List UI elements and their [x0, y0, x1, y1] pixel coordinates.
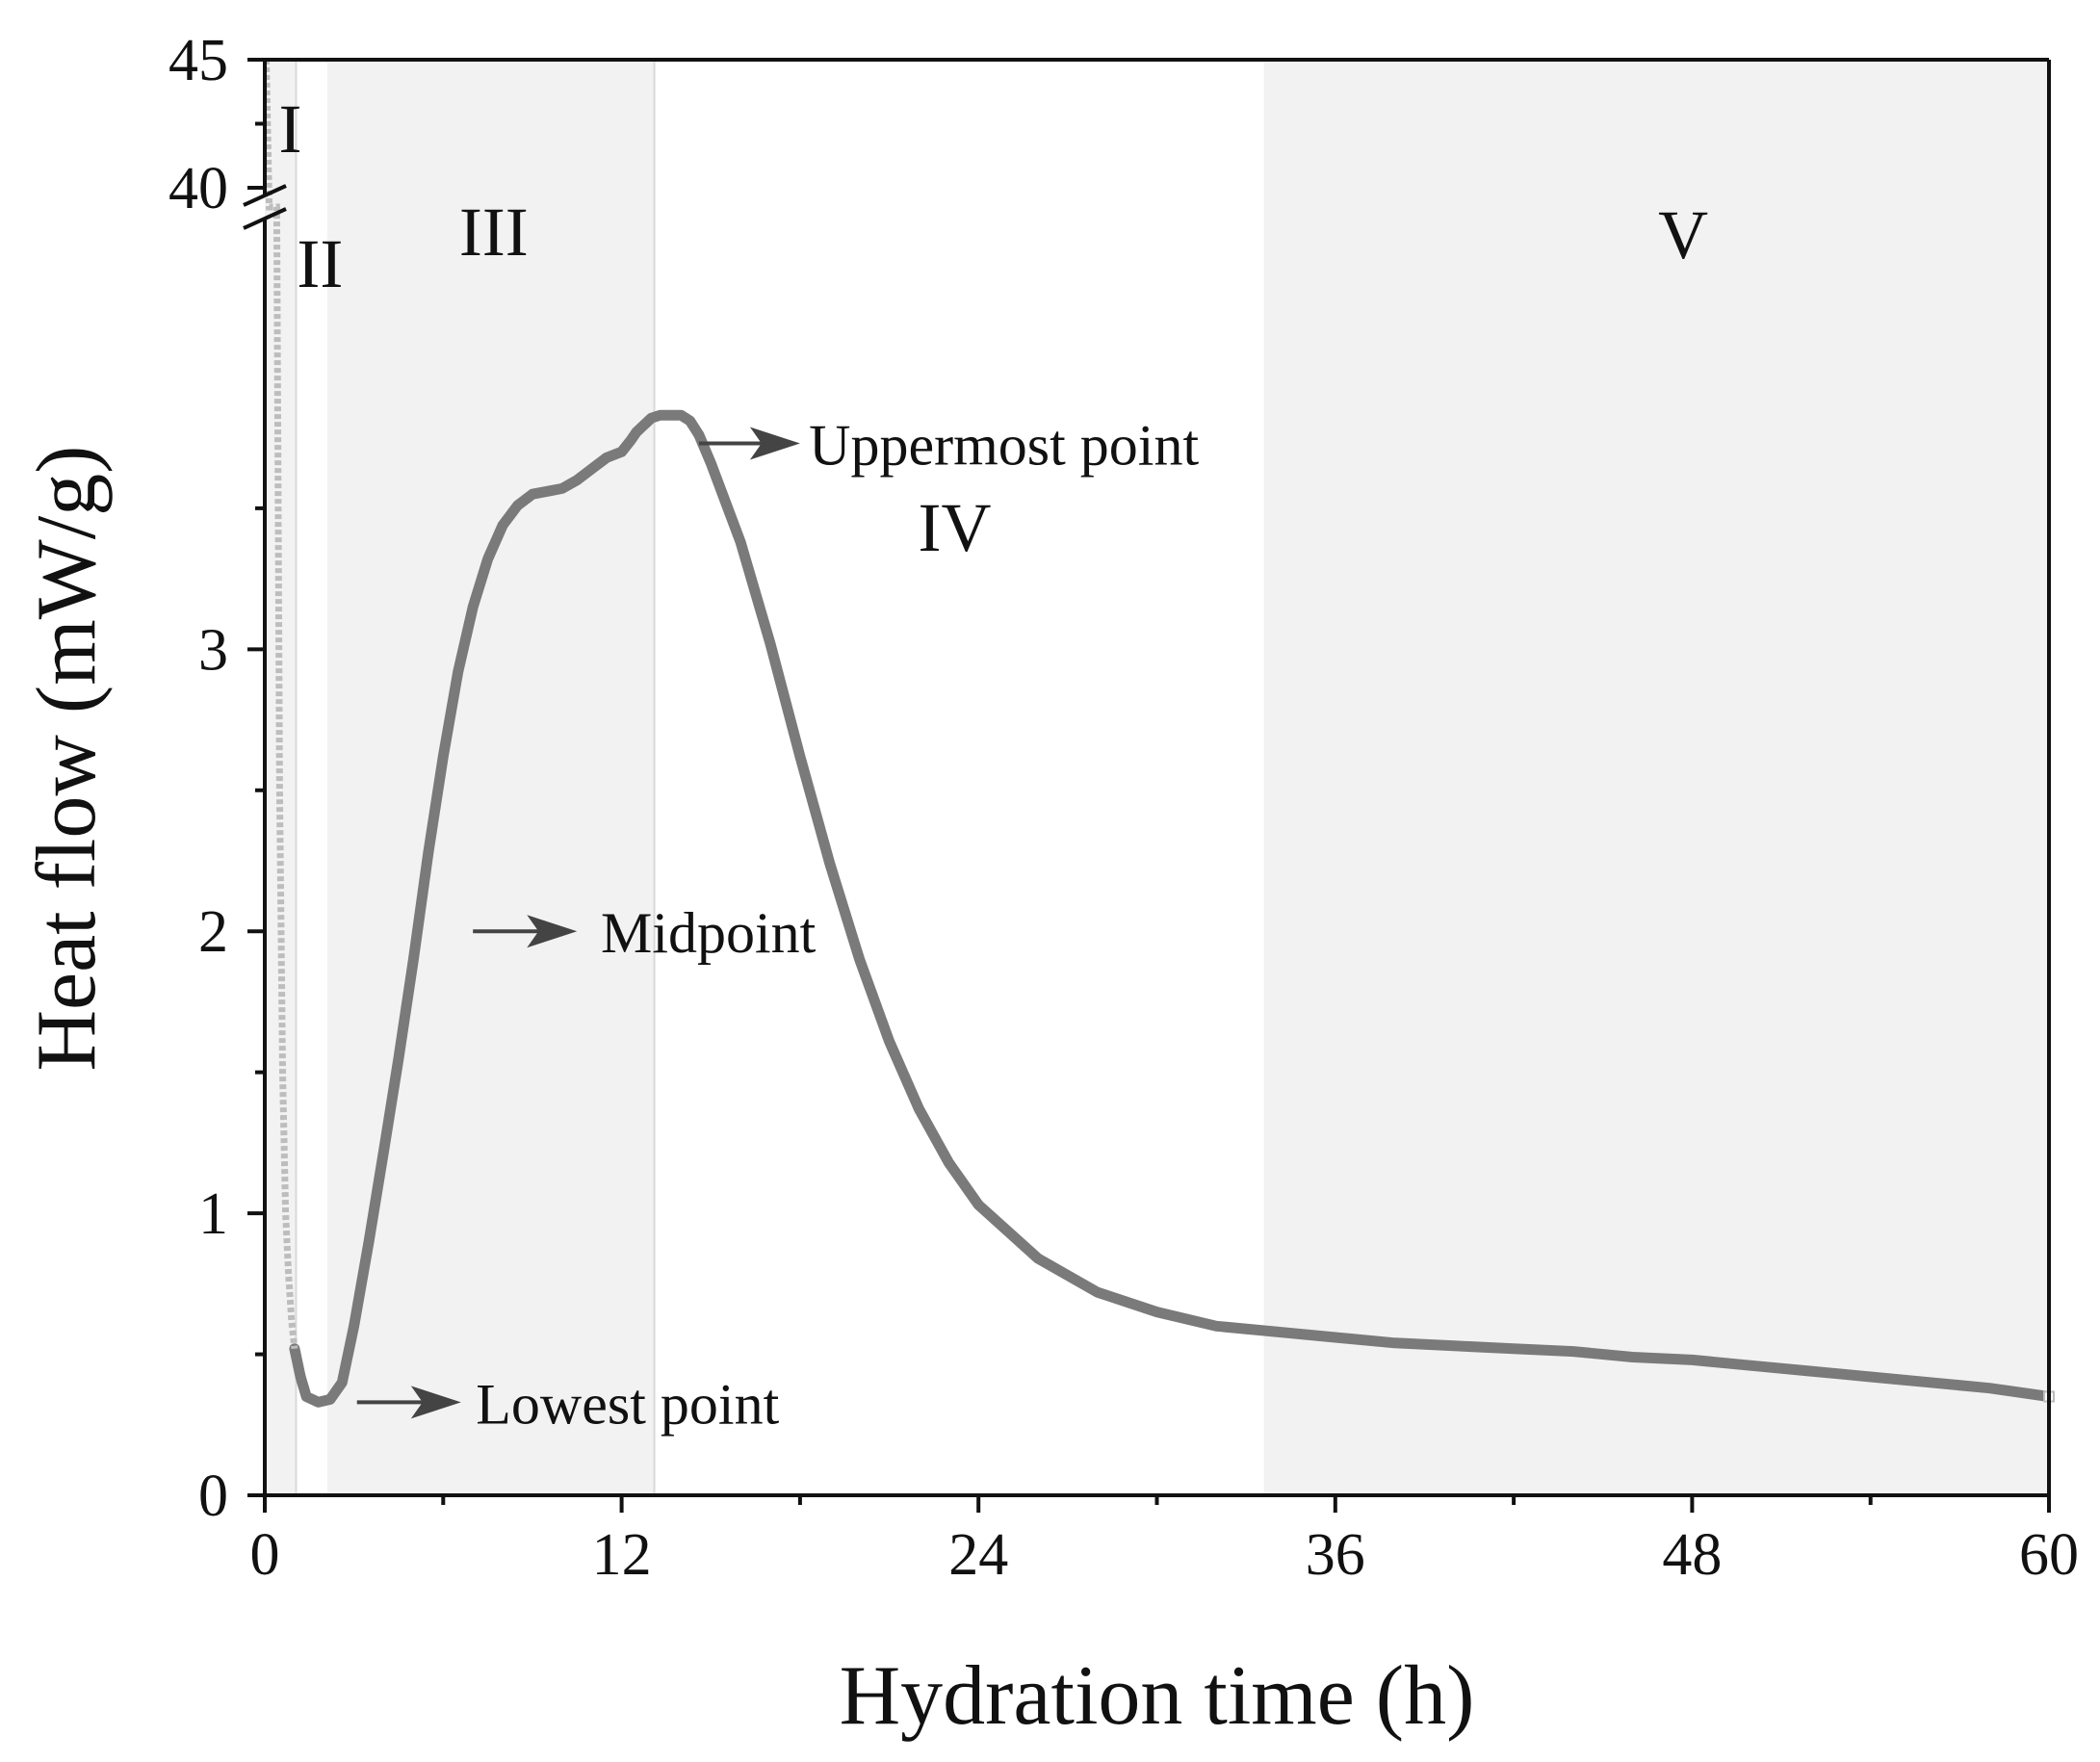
stage-label-i: I — [279, 91, 302, 168]
stage-bands — [265, 60, 2049, 1495]
y-tick-label-1: 1 — [198, 1181, 228, 1247]
x-tick-label-48: 48 — [1662, 1522, 1722, 1588]
x-tick-label-24: 24 — [948, 1522, 1008, 1588]
stage-band-iii — [327, 60, 655, 1495]
stage-band-v — [1264, 60, 2049, 1495]
y-tick-label-45: 45 — [169, 28, 228, 93]
lowest-point-label: Lowest point — [476, 1372, 779, 1436]
uppermost-point-label: Uppermost point — [809, 414, 1199, 478]
y-axis-title: Heat flow (mW/g) — [20, 446, 114, 1072]
stage-label-ii: II — [297, 225, 343, 302]
y-tick-label-40: 40 — [169, 156, 228, 221]
y-tick-label-2: 2 — [198, 899, 228, 965]
y-tick-label-0: 0 — [198, 1464, 228, 1529]
y-tick-label-3: 3 — [198, 617, 228, 683]
stage-label-iii: III — [459, 194, 529, 271]
stage-label-iv: IV — [919, 489, 992, 566]
x-tick-label-36: 36 — [1306, 1522, 1365, 1588]
x-tick-label-60: 60 — [2019, 1522, 2079, 1588]
x-tick-label-0: 0 — [250, 1522, 280, 1588]
x-axis-title: Hydration time (h) — [840, 1649, 1475, 1743]
stage-label-v: V — [1658, 196, 1708, 273]
x-tick-label-12: 12 — [592, 1522, 652, 1588]
midpoint-label: Midpoint — [601, 901, 817, 965]
heat-flow-chart: 0 12 24 36 48 6001234045Hydration time (h)Hea… — [0, 0, 2100, 1762]
